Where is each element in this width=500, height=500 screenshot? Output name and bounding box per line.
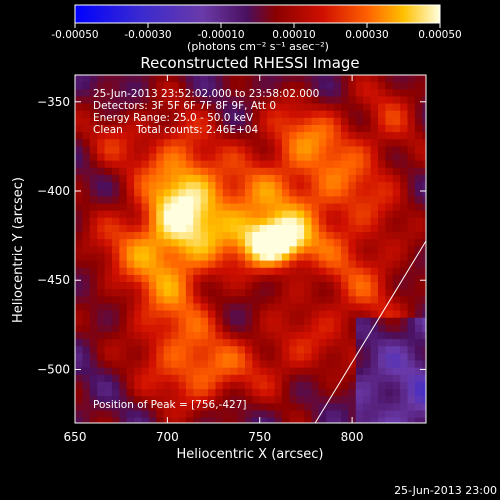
y-tick-label: −400 <box>37 184 70 198</box>
annotation-detectors: Detectors: 3F 5F 6F 7F 8F 9F, Att 0 <box>93 100 276 112</box>
y-tick-label: −350 <box>37 95 70 109</box>
colorbar-gradient <box>74 4 441 24</box>
colorbar-tick-label: 0.00030 <box>345 29 388 41</box>
colorbar-ticks: -0.00050 -0.00030 -0.00010 0.00010 0.00030 0.… <box>51 23 462 41</box>
annotation-time-range: 25-Jun-2013 23:52:02.000 to 23:58:02.000 <box>93 88 319 100</box>
y-tick-label: −500 <box>37 362 70 376</box>
plot-frame <box>74 74 427 424</box>
x-tick-label: 800 <box>341 430 364 444</box>
annotation-clean: Clean Total counts: 2.46E+04 <box>93 124 258 136</box>
y-axis-ticks: −350 −400 −450 −500 <box>37 95 426 376</box>
colorbar: -0.00050 -0.00030 -0.00010 0.00010 0.00030 0.… <box>51 4 462 53</box>
annotation-peak-position: Position of Peak = [756,-427] <box>93 399 247 411</box>
colorbar-tick-label: -0.00010 <box>197 29 244 41</box>
x-tick-label: 650 <box>64 430 87 444</box>
annotation-energy: Energy Range: 25.0 - 50.0 keV <box>93 112 254 124</box>
colorbar-tick-label: -0.00030 <box>124 29 171 41</box>
x-axis-label: Heliocentric X (arcsec) <box>177 447 324 462</box>
colorbar-tick-label: -0.00050 <box>51 29 98 41</box>
solar-limb-line <box>314 240 426 423</box>
timestamp: 25-Jun-2013 23:00 <box>394 484 497 497</box>
colorbar-tick-label: 0.00010 <box>272 29 315 41</box>
x-axis-ticks: 650 700 750 800 <box>64 75 364 444</box>
y-tick-label: −450 <box>37 273 70 287</box>
heatmap <box>75 75 426 423</box>
x-tick-label: 750 <box>248 430 271 444</box>
x-tick-label: 700 <box>156 430 179 444</box>
chart-title: Reconstructed RHESSI Image <box>140 54 359 72</box>
annotations: 25-Jun-2013 23:52:02.000 to 23:58:02.000… <box>93 88 319 411</box>
y-axis-label: Heliocentric Y (arcsec) <box>11 177 26 323</box>
colorbar-tick-label: 0.00050 <box>418 29 461 41</box>
colorbar-units: (photons cm⁻² s⁻¹ asec⁻²) <box>187 40 329 53</box>
